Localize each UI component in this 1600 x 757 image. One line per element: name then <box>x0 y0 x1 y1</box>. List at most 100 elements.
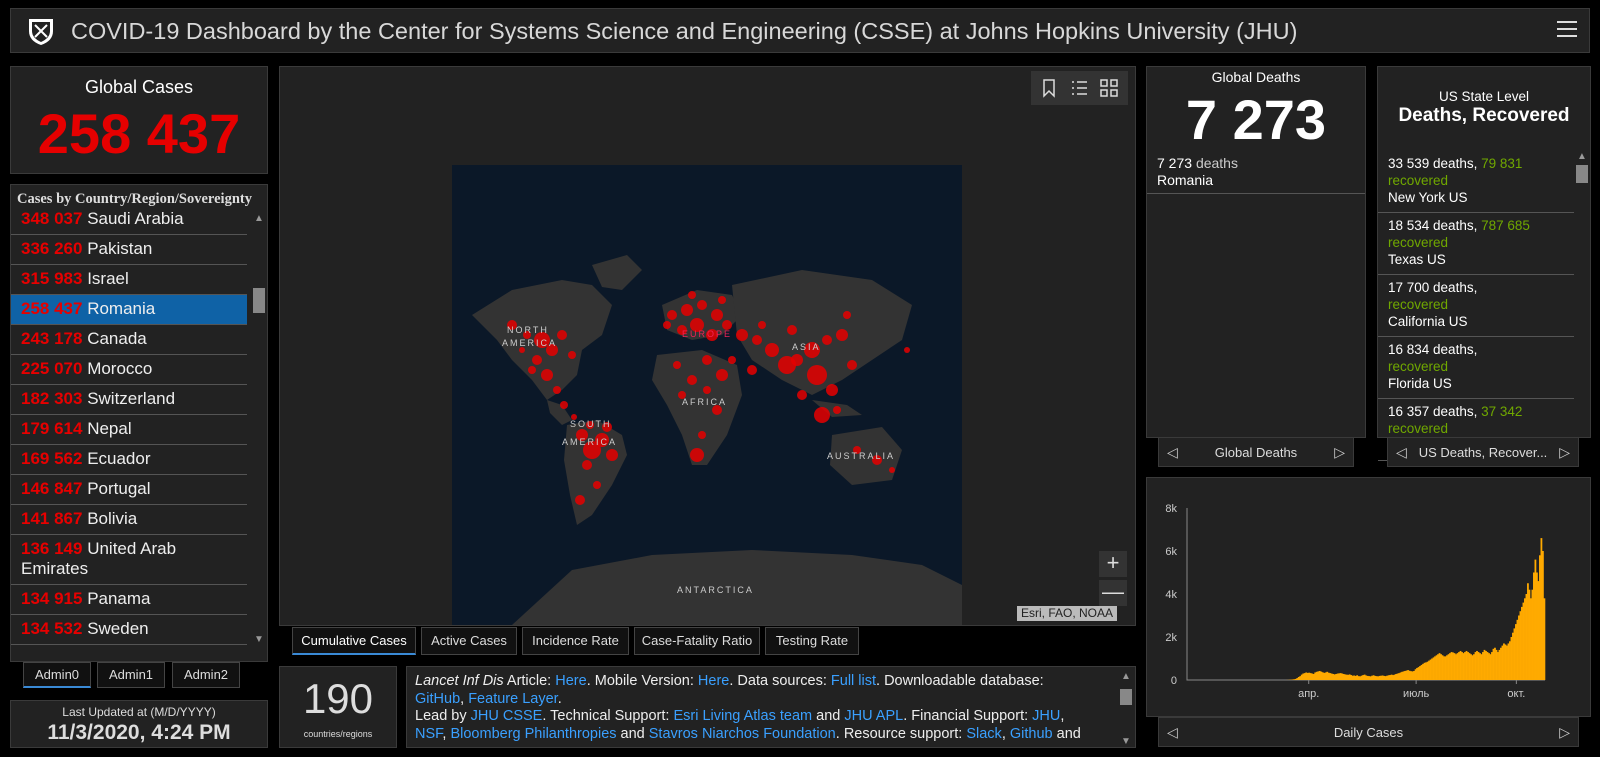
us-state-item[interactable]: 16 834 deaths, recovered Florida US <box>1378 337 1574 399</box>
state-deaths: 33 539 deaths, <box>1388 156 1478 171</box>
continent-label-south-america: AMERICA <box>562 437 617 447</box>
info-link[interactable]: Slack <box>966 725 1002 742</box>
tab-admin2[interactable]: Admin2 <box>172 662 240 688</box>
chevron-right-icon[interactable]: ▷ <box>1334 444 1345 460</box>
case-bubble <box>667 310 677 320</box>
scroll-up-icon[interactable]: ▲ <box>1121 671 1131 682</box>
country-list-item[interactable]: 315 983 Israel <box>11 265 247 295</box>
daily-case-bar <box>1375 676 1378 680</box>
us-state-item[interactable]: 17 700 deaths, recovered California US <box>1378 275 1574 337</box>
info-link[interactable]: Here <box>555 673 587 689</box>
info-link[interactable]: JHU APL <box>844 708 904 724</box>
daily-case-bar <box>1327 672 1330 680</box>
country-list-item[interactable]: 141 867 Bolivia <box>11 505 247 535</box>
daily-case-bar <box>1357 676 1360 680</box>
country-list-item[interactable]: 348 037 Saudi Arabia <box>11 209 247 235</box>
daily-case-bar <box>1461 652 1463 680</box>
daily-case-bar <box>1326 671 1329 680</box>
info-text-segment: , <box>460 690 469 707</box>
chevron-left-icon[interactable]: ◁ <box>1167 444 1178 460</box>
country-list-item[interactable]: 134 532 Sweden <box>11 615 247 645</box>
country-list-item[interactable]: 134 915 Panama <box>11 585 247 615</box>
zoom-in-button[interactable]: + <box>1099 551 1127 577</box>
scroll-up-icon[interactable]: ▲ <box>254 213 264 224</box>
info-link[interactable]: JHU <box>1032 708 1061 724</box>
daily-case-bar <box>1494 647 1496 680</box>
daily-case-bar <box>1519 611 1522 680</box>
country-list-scrollbar[interactable]: ▲ ▼ <box>253 213 265 645</box>
daily-case-bar <box>1309 673 1312 680</box>
countries-count-value: 190 <box>302 675 374 722</box>
daily-case-bar <box>1441 655 1444 680</box>
daily-case-bar <box>1344 674 1347 680</box>
tab-testing-rate[interactable]: Testing Rate <box>765 627 859 655</box>
country-list-item[interactable]: 146 847 Portugal <box>11 475 247 505</box>
country-list-item[interactable]: 258 437 Romania <box>11 295 247 325</box>
chevron-right-icon[interactable]: ▷ <box>1559 444 1570 460</box>
country-list-item[interactable]: 179 614 Nepal <box>11 415 247 445</box>
daily-case-bar <box>1450 652 1453 680</box>
case-bubble <box>797 390 807 400</box>
scroll-thumb[interactable] <box>1120 689 1132 705</box>
country-list-item[interactable]: 243 178 Canada <box>11 325 247 355</box>
daily-case-bar <box>1422 663 1424 681</box>
case-bubble <box>582 460 592 470</box>
info-link[interactable]: Bloomberg Philanthropies <box>450 725 617 742</box>
global-deaths-item[interactable]: 7 273 deaths Romania <box>1157 155 1238 189</box>
info-text-segment: , <box>1060 708 1065 724</box>
hamburger-menu-icon[interactable] <box>1557 21 1577 39</box>
tab-admin0[interactable]: Admin0 <box>23 662 91 688</box>
scroll-thumb[interactable] <box>253 288 265 313</box>
scroll-thumb[interactable] <box>1576 165 1588 183</box>
case-bubble <box>889 467 895 473</box>
us-state-item[interactable]: 33 539 deaths, 79 831 recovered New York U… <box>1378 151 1574 213</box>
zoom-out-button[interactable]: — <box>1099 580 1127 606</box>
scroll-down-icon[interactable]: ▼ <box>254 634 264 645</box>
daily-case-bar <box>1473 654 1475 680</box>
info-link[interactable]: Here <box>697 673 730 689</box>
daily-case-bar <box>1323 672 1326 680</box>
case-bubble <box>765 343 779 357</box>
country-case-count: 225 070 <box>21 359 83 378</box>
qr-grid-icon[interactable] <box>1099 78 1119 98</box>
case-bubble <box>678 391 686 399</box>
y-tick-label: 8k <box>1165 503 1177 515</box>
info-link[interactable]: Esri Living Atlas team <box>673 708 813 724</box>
daily-case-bar <box>1314 672 1317 680</box>
list-icon[interactable] <box>1069 78 1089 98</box>
country-list-item[interactable]: 136 149 United Arab Emirates <box>11 535 247 585</box>
last-updated-panel: Last Updated at (M/D/YYYY) 11/3/2020, 4:… <box>10 700 268 748</box>
case-bubble <box>822 335 832 345</box>
country-list-item[interactable]: 182 303 Switzerland <box>11 385 247 415</box>
info-link[interactable]: NSF <box>415 725 443 742</box>
country-list-item[interactable]: 225 070 Morocco <box>11 355 247 385</box>
tab-cumulative-cases[interactable]: Cumulative Cases <box>292 627 416 655</box>
info-link[interactable]: Feature Layer <box>468 690 558 707</box>
info-scrollbar[interactable]: ▲ ▼ <box>1120 671 1132 747</box>
info-link[interactable]: Github <box>1009 725 1053 742</box>
us-state-item[interactable]: 18 534 deaths, 787 685 recovered Texas US <box>1378 213 1574 275</box>
info-link[interactable]: Full list <box>830 673 877 689</box>
info-link[interactable]: JHU CSSE <box>470 708 543 724</box>
daily-case-bar <box>1365 675 1368 680</box>
chevron-left-icon[interactable]: ◁ <box>1167 724 1178 740</box>
info-link[interactable]: GitHub <box>415 690 461 707</box>
case-bubble <box>698 431 706 439</box>
country-list-item[interactable]: 169 562 Ecuador <box>11 445 247 475</box>
scroll-up-icon[interactable]: ▲ <box>1577 151 1587 162</box>
scroll-down-icon[interactable]: ▼ <box>1121 736 1131 747</box>
y-tick-label: 4k <box>1165 589 1177 601</box>
tab-incidence-rate[interactable]: Incidence Rate <box>522 627 629 655</box>
chevron-right-icon[interactable]: ▷ <box>1559 724 1570 740</box>
country-list-item[interactable]: 336 260 Pakistan <box>11 235 247 265</box>
daily-case-bar <box>1372 675 1375 680</box>
state-deaths: 16 834 deaths, <box>1388 342 1478 357</box>
chevron-left-icon[interactable]: ◁ <box>1396 444 1407 460</box>
info-link[interactable]: Stavros Niarchos Foundation <box>648 725 836 742</box>
tab-admin1[interactable]: Admin1 <box>97 662 165 688</box>
tab-case-fatality-ratio[interactable]: Case-Fatality Ratio <box>634 627 760 655</box>
daily-case-bar <box>1489 654 1492 680</box>
bookmark-icon[interactable] <box>1039 78 1059 98</box>
tab-active-cases[interactable]: Active Cases <box>421 627 517 655</box>
world-map[interactable]: NORTH AMERICA EUROPE ASIA AFRICA SOUTH A… <box>452 165 962 625</box>
